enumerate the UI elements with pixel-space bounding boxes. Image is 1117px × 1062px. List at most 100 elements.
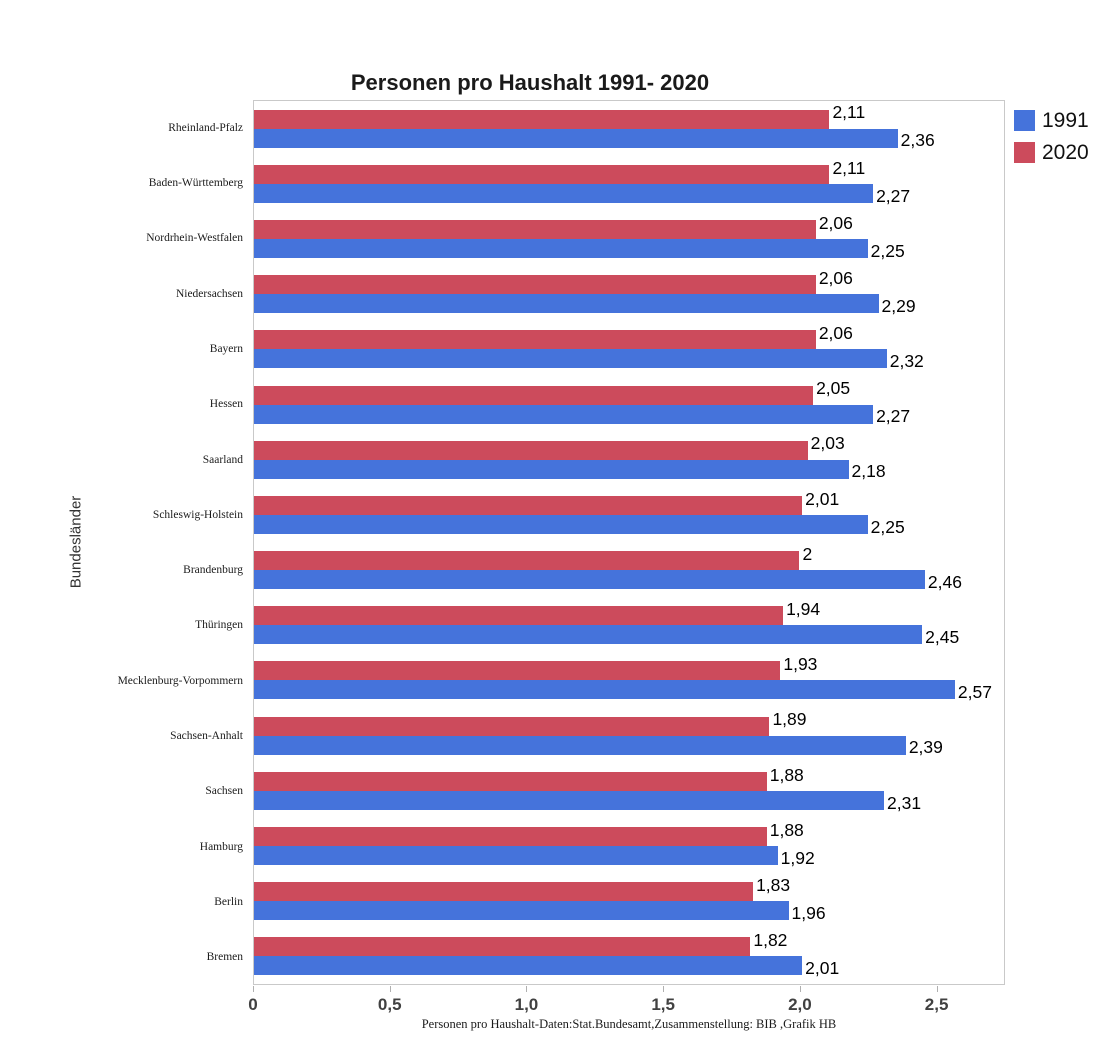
value-label-2020: 1,94 [786,599,821,620]
value-label-1991: 2,57 [957,682,992,703]
bar-1991 [254,680,955,700]
bar-line: 2,03 [254,435,1004,460]
x-axis-tick [663,986,665,992]
bar-2020 [254,606,784,626]
bar-line: 2,27 [254,183,1004,204]
bar-2020 [254,882,754,902]
x-axis-tick [253,986,254,992]
bar-line: 2,57 [254,680,1004,703]
bar-2020 [254,164,830,184]
chart-row: 1,93 2,57 [254,653,1004,708]
x-axis-tick [936,986,938,992]
legend-item-2020: 2020 [1014,142,1089,163]
category-label: Bremen [206,951,243,964]
bar-line: 2,29 [254,294,1004,316]
bar-2020 [254,716,770,736]
bar-line: 2,39 [254,735,1004,758]
bar-line: 2,32 [254,349,1004,372]
bar-2020 [254,440,808,460]
bar-line: 2,27 [254,404,1004,427]
bar-2020 [254,330,816,350]
bar-line: 2,36 [254,128,1004,149]
bar-line: 2,18 [254,459,1004,482]
bar-1991 [254,238,868,258]
bar-1991 [254,790,884,810]
bar-2020 [254,385,814,405]
bar-line: 2,45 [254,625,1004,648]
value-label-2020: 1,88 [769,764,804,785]
bar-line: 1,88 [254,766,1004,791]
bar-line: 1,83 [254,876,1004,902]
legend-label: 2020 [1042,141,1089,164]
chart-row: 1,83 1,96 [254,874,1004,929]
x-axis-tick-label: 1,5 [651,995,675,1014]
value-label-2020: 2,06 [818,267,853,288]
category-label: Nordrhein-Westfalen [146,232,243,245]
chart-row: 2,05 2,27 [254,377,1004,432]
value-label-2020: 1,83 [756,874,791,895]
bar-line: 1,92 [254,846,1004,868]
bar-1991 [254,846,778,866]
chart-row: 2,06 2,29 [254,267,1004,322]
bar-line: 2,06 [254,325,1004,350]
bar-line: 1,93 [254,656,1004,681]
bar-2020 [254,827,767,847]
category-label: Sachsen-Anhalt [170,730,243,743]
bar-2020 [254,219,816,239]
value-label-2020: 2,06 [818,212,853,233]
value-label-1991: 2,39 [908,737,943,758]
value-label-1991: 2,45 [925,627,960,648]
bar-2020 [254,771,767,791]
bar-1991 [254,956,803,976]
value-label-2020: 2,06 [818,323,853,344]
value-label-1991: 1,96 [791,902,826,923]
chart-row: 2,01 2,25 [254,487,1004,542]
x-axis-tick-label: 0 [248,995,258,1014]
chart-row: 2,06 2,25 [254,211,1004,266]
category-label: Baden-Württemberg [148,176,243,189]
x-axis-tick-label: 1,0 [514,995,539,1014]
value-label-2020: 1,89 [772,709,807,730]
x-axis-tick-label: 0,5 [377,995,402,1014]
value-label-2020: 2 [802,543,813,564]
bar-line: 2,25 [254,514,1004,535]
chart-row: 2 2,46 [254,543,1004,598]
chart-row: 1,88 2,31 [254,763,1004,818]
chart-row: 1,88 1,92 [254,818,1004,873]
bar-2020 [254,275,816,295]
plot-area: 2,11 2,36 2,11 2,27 2,06 2,25 2,06 2,29 2,06 2,32… [253,100,1005,985]
category-label: Hessen [209,398,243,411]
value-label-1991: 2,18 [851,461,886,482]
value-label-2020: 2,11 [832,102,866,123]
bar-1991 [254,349,887,369]
value-label-1991: 1,92 [780,847,815,868]
bar-1991 [254,459,849,479]
bar-line: 2 [254,545,1004,571]
x-axis-tick-label: 2,5 [924,995,949,1014]
category-label: Saarland [202,453,243,466]
legend-swatch-2020 [1014,142,1035,163]
value-label-1991: 2,29 [881,295,916,316]
category-label: Brandenburg [183,564,243,577]
legend-item-1991: 1991 [1014,110,1089,131]
chart-row: 1,89 2,39 [254,708,1004,763]
category-label: Bayern [209,342,243,355]
bar-1991 [254,128,898,148]
x-axis-tick [799,986,801,992]
category-label: Hamburg [199,840,243,853]
value-label-2020: 1,93 [783,654,818,675]
bar-line: 2,46 [254,570,1004,590]
category-label: Mecklenburg-Vorpommern [117,674,243,687]
legend-label: 1991 [1042,109,1089,132]
category-label: Thüringen [195,619,243,632]
bar-line: 2,01 [254,956,1004,977]
chart-row: 2,11 2,27 [254,156,1004,211]
value-label-1991: 2,32 [889,351,924,372]
category-label: Rheinland-Pfalz [168,121,243,134]
value-label-2020: 2,11 [832,157,866,178]
bar-line: 1,88 [254,821,1004,847]
category-axis: Rheinland-Pfalz Baden-Württemberg Nordrhei… [20,100,248,985]
value-label-1991: 2,27 [876,406,911,427]
value-label-2020: 1,88 [769,819,804,840]
bar-line: 2,25 [254,238,1004,259]
